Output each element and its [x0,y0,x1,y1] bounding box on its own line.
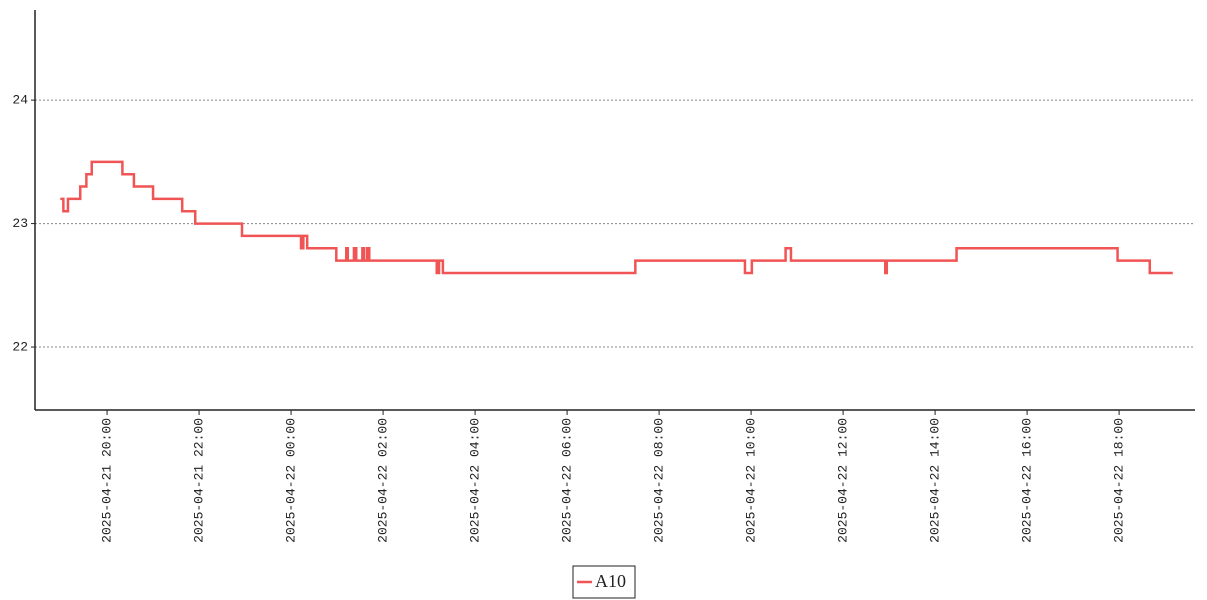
x-tick-label: 2025-04-22 04:00 [468,418,483,543]
x-tick-label: 2025-04-22 16:00 [1020,418,1035,543]
x-tick-label: 2025-04-22 00:00 [284,418,299,543]
legend-label: A10 [595,571,626,591]
x-tick-label: 2025-04-22 12:00 [836,418,851,543]
y-tick-label: 22 [12,339,28,354]
line [60,160,1173,275]
x-tick-label: 2025-04-21 22:00 [192,418,207,543]
x-tick-label: 2025-04-22 06:00 [560,418,575,543]
x-tick-label: 2025-04-22 14:00 [928,418,943,543]
x-tick-label: 2025-04-22 10:00 [744,418,759,543]
x-tick-label: 2025-04-22 18:00 [1112,418,1127,543]
x-tick-label: 2025-04-22 08:00 [652,418,667,543]
x-tick-label: 2025-04-21 20:00 [100,418,115,543]
y-tick-label: 24 [12,93,28,108]
y-tick-label: 23 [12,216,28,231]
x-tick-label: 2025-04-22 02:00 [376,418,391,543]
